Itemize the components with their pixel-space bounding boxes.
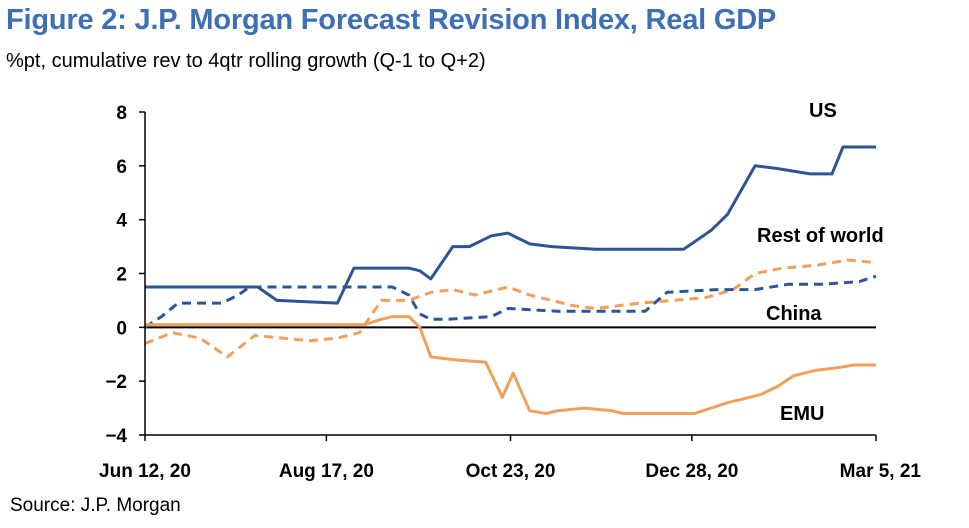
x-tick-label: Mar 5, 21 [840,461,922,482]
chart-subtitle: %pt, cumulative rev to 4qtr rolling grow… [6,50,486,72]
y-tick-label: −4 [105,426,127,447]
y-tick-label: 6 [116,157,127,178]
series-line-china [144,274,877,329]
y-tick-label: 8 [116,103,127,124]
x-tick-label: Jun 12, 20 [99,461,191,482]
series-label-us: US [809,100,837,122]
x-tick-label: Aug 17, 20 [279,461,374,482]
x-tick-label: Oct 23, 20 [466,461,556,482]
x-tick-label: Dec 28, 20 [645,461,738,482]
y-tick-label: 0 [116,318,127,339]
series-layer [144,145,877,415]
chart-title: Figure 2: J.P. Morgan Forecast Revision … [6,4,777,36]
y-tick-label: −2 [105,372,127,393]
series-line-rest-of-world [144,258,877,359]
series-line-emu [145,315,876,415]
y-tick-label: 2 [116,265,127,286]
axis-layer: 8 6 4 2 0 −2 −4 Jun 12, 20 Aug 17, 20 Oct 23, 20 D… [99,103,921,482]
series-line-us [145,145,876,305]
series-label-china: China [766,303,822,325]
y-tick-label: 4 [116,211,127,232]
label-layer: US Rest of world China EMU [757,100,884,425]
series-label-rest-of-world: Rest of world [757,225,884,247]
series-label-emu: EMU [780,403,824,425]
source-note: Source: J.P. Morgan [10,495,181,516]
